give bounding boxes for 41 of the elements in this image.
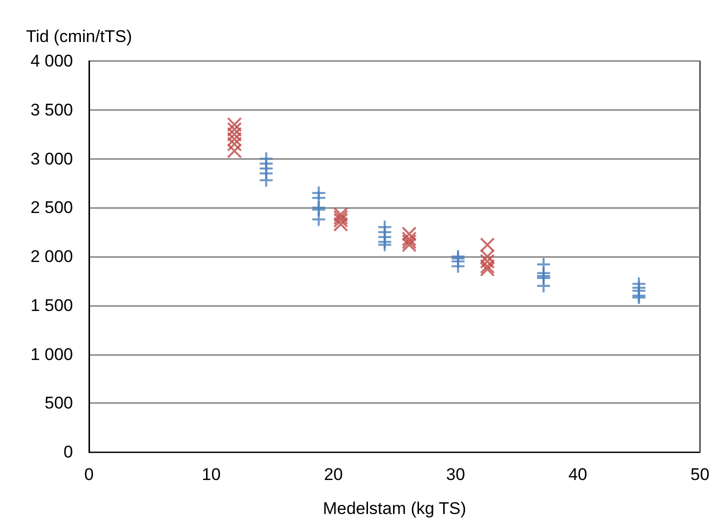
x-tick-label: 40 (568, 465, 588, 484)
point (226, 132, 242, 147)
x-tick-label: 30 (446, 465, 466, 484)
point (333, 210, 348, 225)
y-tick-label: 2 500 (30, 198, 73, 218)
point (402, 237, 417, 252)
y-tick-label: 1 500 (30, 296, 73, 315)
point (402, 226, 417, 242)
point (450, 258, 466, 274)
x-axis-title: Medelstam (kg TS) (322, 499, 466, 518)
point (480, 262, 495, 277)
x-tick-label: 10 (202, 465, 221, 484)
x-tick-label: 50 (690, 465, 710, 484)
y-tick-label: 3 500 (30, 100, 73, 120)
point (402, 234, 417, 250)
point (226, 117, 242, 132)
point (333, 216, 348, 232)
point (480, 254, 495, 269)
y-axis-title: Tid (cmin/tTS) (26, 27, 132, 46)
point (402, 231, 417, 246)
point (226, 126, 242, 142)
y-tick-label: 2 000 (30, 247, 73, 266)
point (311, 212, 326, 227)
point (226, 122, 242, 137)
point (480, 258, 495, 274)
x-tick-label: 20 (324, 465, 343, 484)
point (333, 206, 348, 222)
point (226, 136, 242, 152)
x-tick-label: 0 (84, 465, 94, 484)
y-tick-label: 4 000 (30, 52, 73, 70)
point (333, 212, 348, 228)
point (480, 249, 495, 264)
y-tick-label: 0 (64, 442, 73, 462)
point (536, 278, 552, 294)
point (377, 237, 392, 252)
point (226, 143, 242, 158)
y-tick-label: 500 (44, 394, 73, 413)
y-tick-label: 3 000 (30, 149, 73, 168)
y-tick-label: 1 000 (30, 344, 73, 364)
point (258, 172, 274, 188)
point (480, 237, 495, 252)
